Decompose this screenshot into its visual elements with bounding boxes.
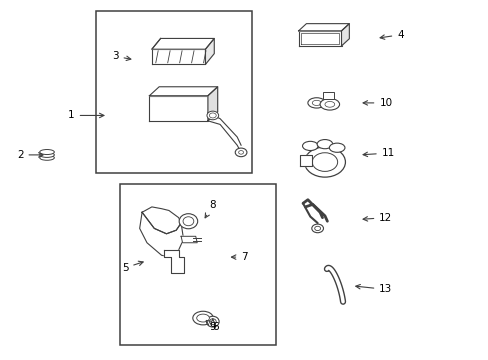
Circle shape — [304, 147, 345, 177]
Ellipse shape — [40, 152, 54, 157]
Polygon shape — [142, 207, 181, 234]
Polygon shape — [341, 24, 348, 46]
Polygon shape — [152, 49, 205, 64]
Ellipse shape — [320, 99, 339, 110]
Polygon shape — [207, 113, 241, 152]
Polygon shape — [149, 96, 207, 121]
Text: 4: 4 — [379, 30, 403, 40]
Circle shape — [235, 148, 246, 157]
Circle shape — [238, 150, 243, 154]
Ellipse shape — [192, 311, 213, 325]
Text: 10: 10 — [363, 98, 392, 108]
Ellipse shape — [40, 149, 54, 154]
Bar — [323, 92, 333, 99]
Polygon shape — [298, 24, 348, 31]
Ellipse shape — [302, 141, 318, 150]
Circle shape — [209, 113, 216, 118]
Polygon shape — [140, 212, 183, 257]
Polygon shape — [299, 155, 311, 166]
Text: 2: 2 — [17, 150, 43, 160]
Polygon shape — [205, 39, 214, 64]
Bar — [96, 12, 251, 173]
Circle shape — [312, 153, 337, 171]
Circle shape — [314, 226, 320, 230]
Ellipse shape — [206, 316, 219, 327]
Ellipse shape — [196, 314, 209, 322]
Text: 3: 3 — [112, 51, 131, 61]
Ellipse shape — [183, 217, 193, 226]
Polygon shape — [163, 250, 183, 273]
Ellipse shape — [325, 102, 334, 107]
Text: 13: 13 — [355, 284, 392, 294]
Text: 6: 6 — [206, 320, 218, 332]
Ellipse shape — [40, 155, 54, 160]
Ellipse shape — [209, 319, 216, 324]
Text: 5: 5 — [122, 261, 143, 273]
Text: 11: 11 — [363, 148, 394, 158]
Ellipse shape — [179, 214, 197, 229]
Text: 12: 12 — [363, 213, 392, 222]
Text: 8: 8 — [204, 200, 216, 218]
Ellipse shape — [317, 140, 332, 149]
Circle shape — [206, 111, 218, 120]
Text: 7: 7 — [231, 252, 247, 262]
Bar — [120, 184, 276, 345]
Text: 1: 1 — [68, 111, 104, 121]
Text: 9: 9 — [209, 319, 216, 332]
Polygon shape — [152, 39, 214, 49]
Ellipse shape — [307, 98, 325, 108]
Polygon shape — [207, 87, 217, 121]
Polygon shape — [181, 236, 197, 243]
Ellipse shape — [312, 100, 321, 105]
Ellipse shape — [329, 143, 344, 152]
Circle shape — [311, 224, 323, 233]
Polygon shape — [298, 31, 341, 46]
Polygon shape — [149, 87, 217, 96]
